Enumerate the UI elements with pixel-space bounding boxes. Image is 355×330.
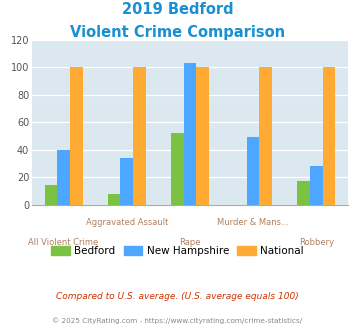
- Bar: [184, 63, 196, 205]
- Text: © 2025 CityRating.com - https://www.cityrating.com/crime-statistics/: © 2025 CityRating.com - https://www.city…: [53, 317, 302, 324]
- Text: Violent Crime Comparison: Violent Crime Comparison: [70, 25, 285, 40]
- Bar: [323, 67, 335, 205]
- Text: Compared to U.S. average. (U.S. average equals 100): Compared to U.S. average. (U.S. average …: [56, 292, 299, 301]
- Bar: [171, 133, 184, 205]
- Text: Murder & Mans...: Murder & Mans...: [217, 218, 289, 227]
- Bar: [260, 67, 272, 205]
- Text: Rape: Rape: [179, 238, 201, 247]
- Bar: [57, 149, 70, 205]
- Bar: [45, 185, 57, 205]
- Bar: [70, 67, 82, 205]
- Bar: [108, 194, 120, 205]
- Text: Robbery: Robbery: [299, 238, 334, 247]
- Bar: [133, 67, 146, 205]
- Legend: Bedford, New Hampshire, National: Bedford, New Hampshire, National: [47, 242, 308, 260]
- Bar: [196, 67, 209, 205]
- Bar: [120, 158, 133, 205]
- Bar: [247, 137, 260, 205]
- Text: All Violent Crime: All Violent Crime: [28, 238, 99, 247]
- Text: Aggravated Assault: Aggravated Assault: [86, 218, 168, 227]
- Text: 2019 Bedford: 2019 Bedford: [122, 2, 233, 16]
- Bar: [297, 181, 310, 205]
- Bar: [310, 166, 323, 205]
